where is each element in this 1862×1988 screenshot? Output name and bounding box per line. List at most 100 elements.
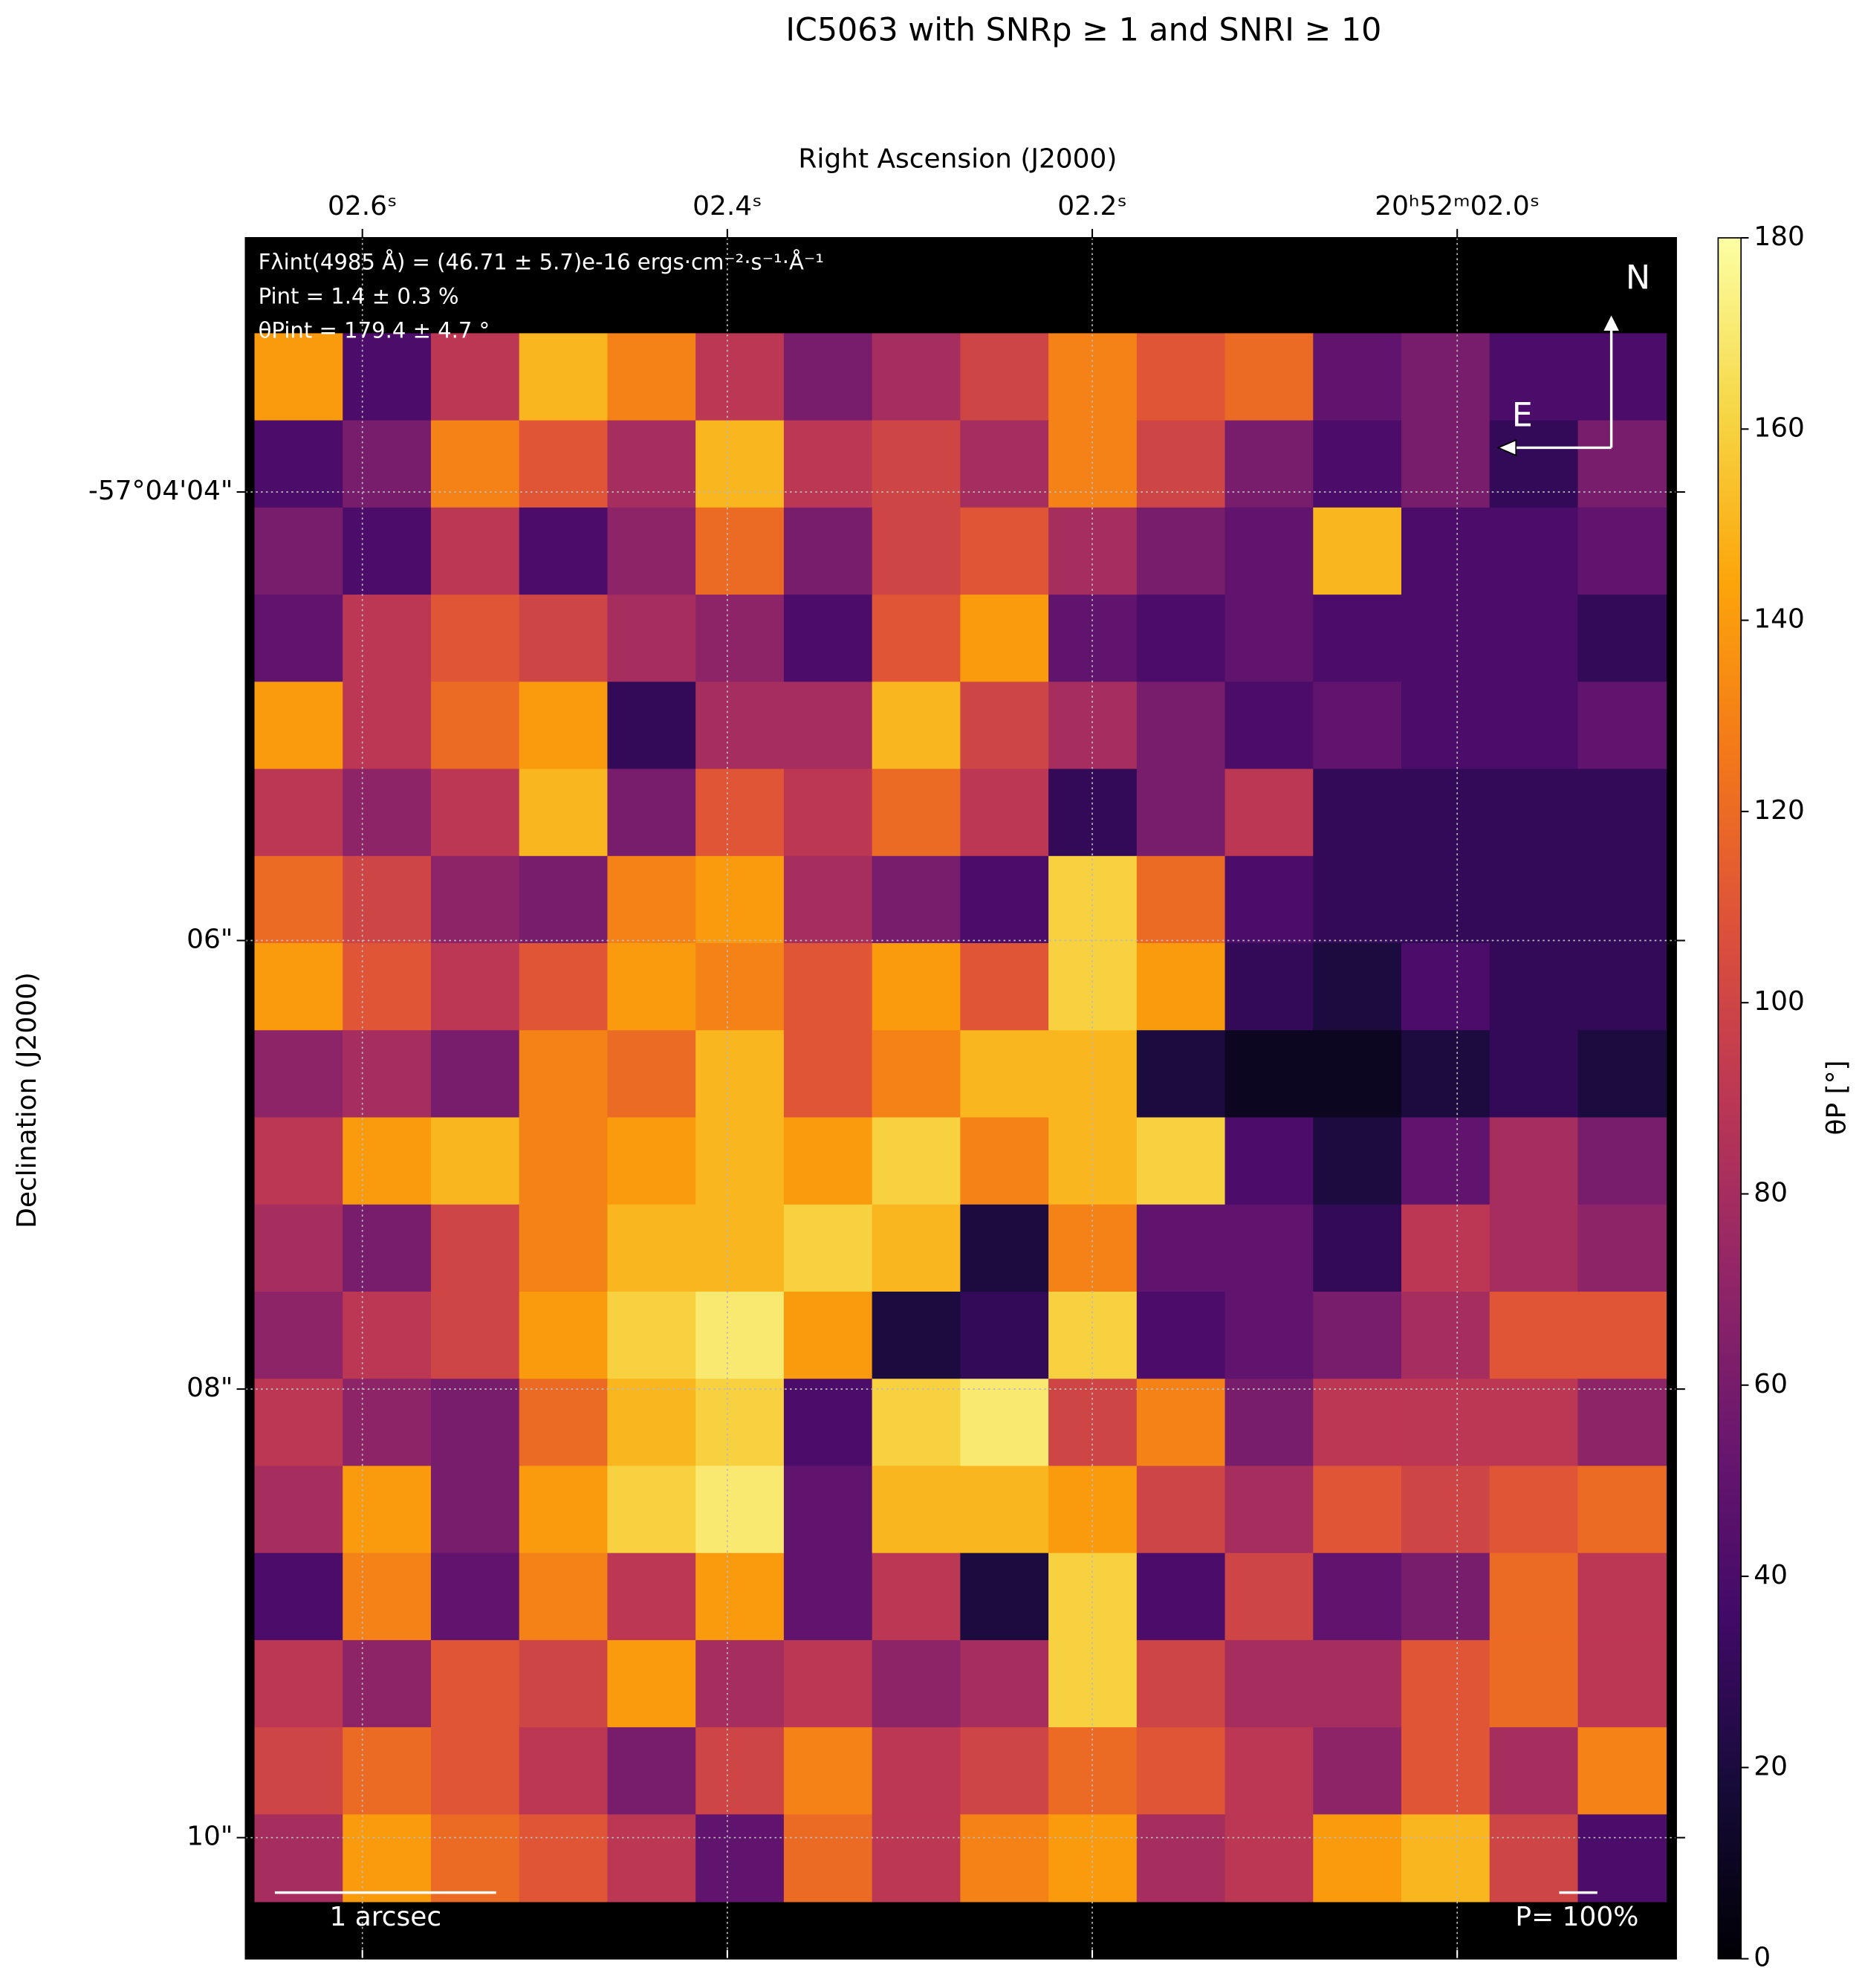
heatmap-cell xyxy=(1048,420,1138,508)
scale-bar-label: 1 arcsec xyxy=(329,1902,441,1932)
heatmap-cell xyxy=(254,768,344,857)
heatmap-cell xyxy=(1313,420,1402,508)
heatmap-cell xyxy=(254,1727,344,1816)
heatmap-cell xyxy=(1224,420,1314,508)
heatmap-cell xyxy=(1136,943,1226,1032)
heatmap-cell xyxy=(607,855,697,944)
heatmap-cell xyxy=(343,1814,432,1903)
heatmap-cell xyxy=(607,1117,697,1205)
heatmap-cell xyxy=(783,1814,873,1903)
heatmap-cell xyxy=(430,1466,520,1554)
heatmap-cell xyxy=(783,1466,873,1554)
heatmap-cell xyxy=(1577,1814,1667,1903)
heatmap-cell xyxy=(695,1117,785,1205)
heatmap-cell xyxy=(1313,1291,1402,1380)
heatmap-cell xyxy=(1136,595,1226,683)
heatmap-cell xyxy=(1224,1291,1314,1380)
heatmap-cell xyxy=(960,1727,1049,1816)
heatmap-cell xyxy=(1313,855,1402,944)
heatmap-cell xyxy=(695,1466,785,1554)
heatmap-cell xyxy=(430,943,520,1032)
heatmap-cell xyxy=(1313,1727,1402,1816)
heatmap-cell xyxy=(1048,1814,1138,1903)
heatmap-cell xyxy=(1313,1639,1402,1729)
heatmap-cell xyxy=(872,595,961,683)
heatmap-cell xyxy=(1577,507,1667,595)
heatmap-cell xyxy=(783,420,873,508)
heatmap-cell xyxy=(430,595,520,683)
heatmap-cell xyxy=(343,855,432,944)
heatmap-cell xyxy=(872,943,961,1032)
colorbar-tick-label: 80 xyxy=(1754,1177,1788,1208)
heatmap-cell xyxy=(1489,1727,1579,1816)
x-tick-label: 02.2ˢ xyxy=(1057,191,1126,221)
heatmap-cell xyxy=(695,1379,785,1467)
heatmap-cell xyxy=(1224,507,1314,595)
heatmap-cell xyxy=(872,1117,961,1205)
heatmap-cell xyxy=(695,420,785,508)
heatmap-cell xyxy=(783,1291,873,1380)
heatmap-cell xyxy=(1489,1379,1579,1467)
compass-label: E xyxy=(1512,396,1533,434)
heatmap-cell xyxy=(1313,1552,1402,1641)
heatmap-cell xyxy=(960,1204,1049,1292)
heatmap-cell xyxy=(695,855,785,944)
heatmap-cell xyxy=(783,855,873,944)
heatmap-cell xyxy=(1136,1204,1226,1292)
heatmap-cell xyxy=(1313,681,1402,770)
heatmap-cell xyxy=(960,1379,1049,1467)
heatmap-cell xyxy=(1048,681,1138,770)
heatmap-cell xyxy=(1577,1030,1667,1118)
heatmap-cell xyxy=(343,681,432,770)
heatmap-cell xyxy=(343,1117,432,1205)
y-axis-label: Declination (J2000) xyxy=(12,972,42,1228)
heatmap-cell xyxy=(343,1291,432,1380)
heatmap-cell xyxy=(254,1030,344,1118)
colorbar-tick-label: 20 xyxy=(1754,1751,1788,1781)
heatmap-cell xyxy=(783,1204,873,1292)
heatmap-cell xyxy=(1577,595,1667,683)
chart-title: IC5063 with SNRp ≥ 1 and SNRI ≥ 10 xyxy=(785,11,1381,48)
heatmap-cell xyxy=(1224,1727,1314,1816)
heatmap-cell xyxy=(430,333,520,421)
heatmap-cell xyxy=(607,1552,697,1641)
heatmap-cell xyxy=(254,1639,344,1729)
heatmap-cell xyxy=(872,768,961,857)
heatmap-cell xyxy=(783,333,873,421)
heatmap-cell xyxy=(1577,333,1667,421)
heatmap-cell xyxy=(1401,1552,1490,1641)
heatmap-cell xyxy=(1136,333,1226,421)
heatmap-cell xyxy=(430,1814,520,1903)
heatmap-cell xyxy=(519,1552,609,1641)
heatmap-cell xyxy=(1401,1466,1490,1554)
heatmap-cell xyxy=(1577,943,1667,1032)
heatmap-cell xyxy=(1224,595,1314,683)
heatmap-cell xyxy=(1224,1639,1314,1729)
heatmap-cell xyxy=(1401,681,1490,770)
heatmap-cell xyxy=(872,333,961,421)
heatmap-cell xyxy=(872,1204,961,1292)
heatmap-cell xyxy=(1313,943,1402,1032)
heatmap-cell xyxy=(783,595,873,683)
heatmap-cell xyxy=(783,1117,873,1205)
heatmap-cell xyxy=(960,1117,1049,1205)
colorbar-tick-label: 0 xyxy=(1754,1943,1771,1973)
heatmap-cell xyxy=(695,1814,785,1903)
heatmap-cell xyxy=(1224,1379,1314,1467)
heatmap-cell xyxy=(519,943,609,1032)
heatmap-cell xyxy=(1136,507,1226,595)
heatmap-cell xyxy=(430,768,520,857)
heatmap-cell xyxy=(1577,768,1667,857)
heatmap-cell xyxy=(430,1117,520,1205)
heatmap-cell xyxy=(254,855,344,944)
heatmap-cell xyxy=(343,1030,432,1118)
p-reference-label: P= 100% xyxy=(1515,1902,1638,1932)
heatmap-cell xyxy=(343,1379,432,1467)
heatmap-cell xyxy=(1489,768,1579,857)
y-tick-label: 06" xyxy=(186,925,233,955)
heatmap-cell xyxy=(960,595,1049,683)
heatmap-cell xyxy=(1224,1552,1314,1641)
heatmap-cell xyxy=(1489,1639,1579,1729)
heatmap-cell xyxy=(960,1552,1049,1641)
